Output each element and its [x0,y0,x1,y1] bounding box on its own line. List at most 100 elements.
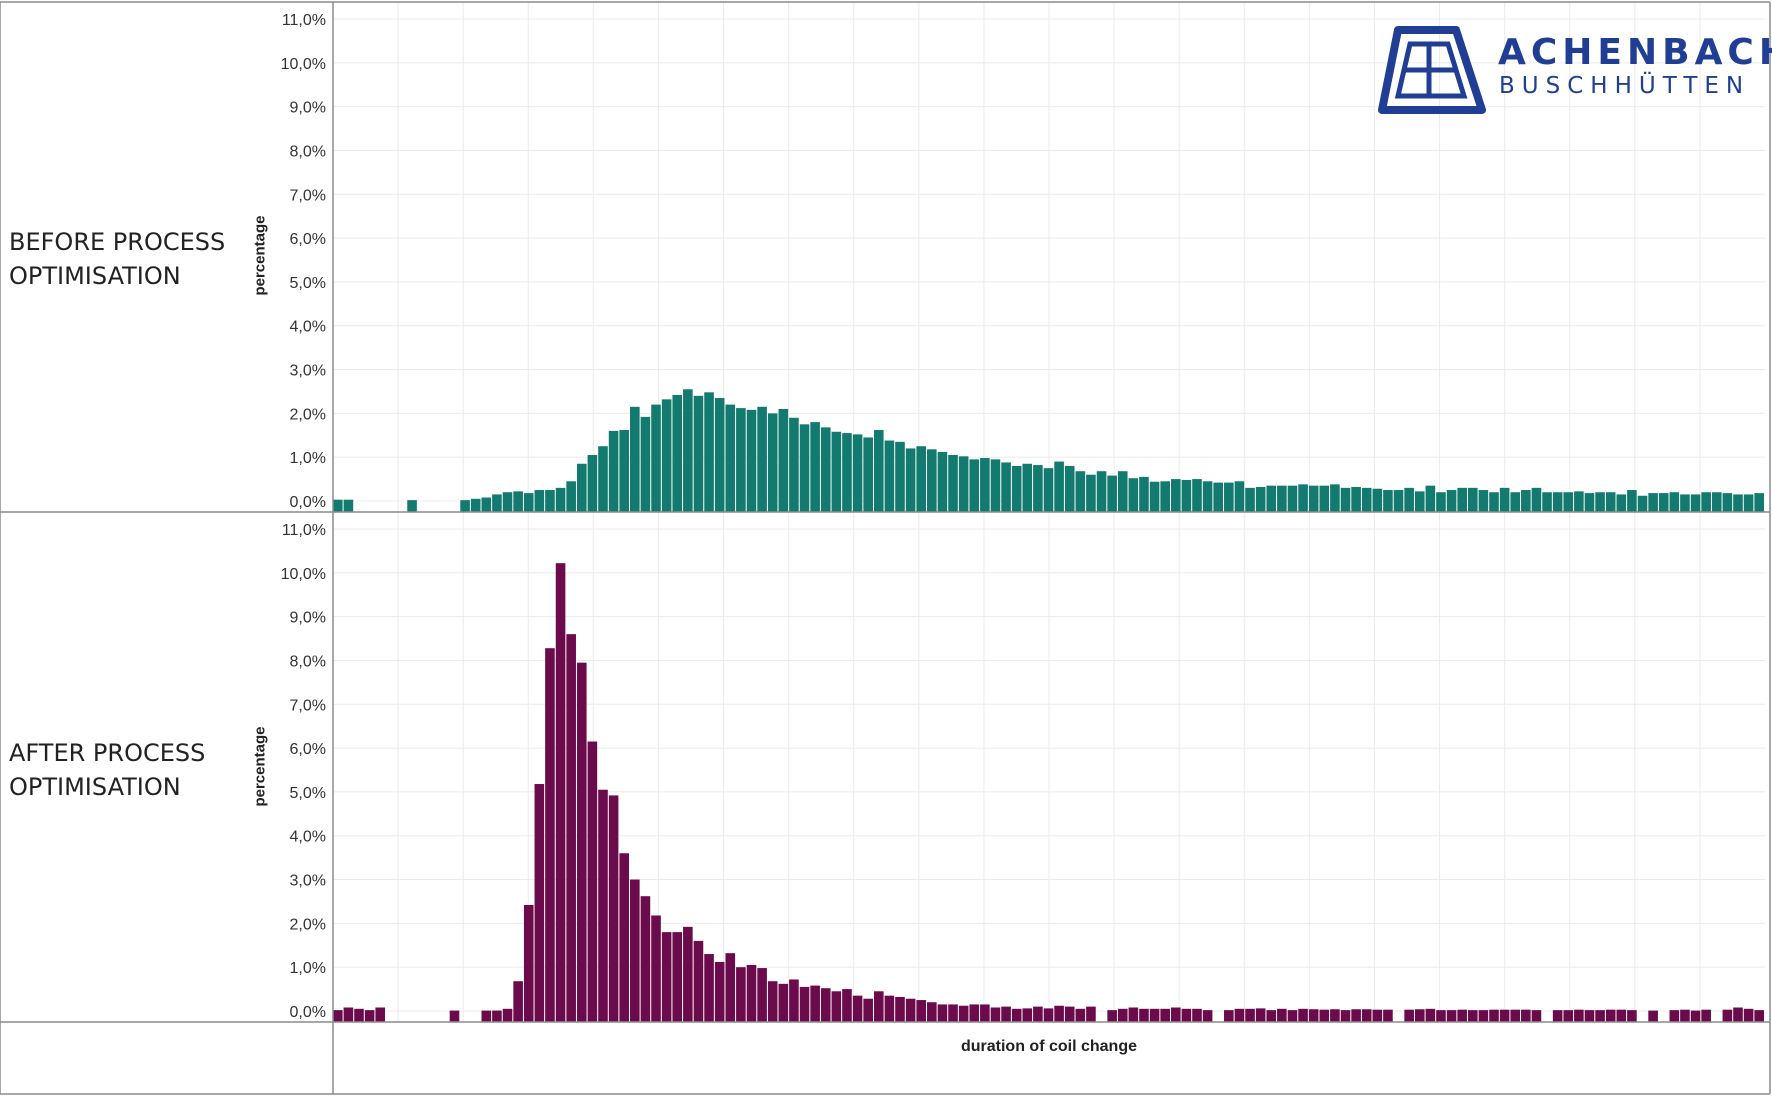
after-bar [492,1010,502,1022]
after-bar [1043,1008,1054,1022]
before-bar [1277,485,1287,512]
before-bar [1351,486,1361,512]
after-y-tick-label: 11,0% [282,522,326,539]
after-bar [354,1008,364,1022]
after-bar [1245,1008,1255,1022]
after-bar [1733,1007,1743,1022]
before-bar [927,449,937,512]
before-bar [492,494,502,512]
before-bar [1680,494,1690,512]
after-bar [1584,1010,1595,1022]
after-bar [746,964,757,1022]
before-bar [1743,494,1754,512]
before-bar [1595,492,1605,512]
after-bar [820,988,831,1022]
before-bar [1478,490,1489,512]
after-bar [789,979,799,1022]
before-bar [343,499,354,512]
after-bar [1595,1010,1605,1022]
after-panel-label: AFTER PROCESS OPTIMISATION [9,739,206,801]
before-bar [884,440,895,512]
before-bar [513,491,523,512]
after-bar [778,983,789,1022]
before-y-tick-label: 2,0% [290,406,326,423]
after-bar [1361,1009,1372,1022]
after-bar [884,995,895,1022]
before-bar [969,459,980,512]
before-bar [1531,487,1542,512]
before-bar [576,463,587,512]
after-bar [555,563,566,1022]
before-bar [1107,475,1117,512]
before-bar [714,398,725,512]
after-bar [1690,1010,1701,1022]
before-bar [566,481,576,512]
after-bar [1033,1006,1043,1022]
after-bar [1722,1009,1733,1022]
before-y-axis-title: percentage [251,215,269,296]
bars-layer [333,389,1764,1022]
after-bar [1627,1010,1637,1022]
after-bar [916,1000,927,1022]
before-bar [980,458,990,512]
after-bar [576,662,587,1022]
after-bar [513,981,523,1022]
before-bar [1627,490,1637,512]
before-bar [598,446,608,512]
before-bar [863,437,873,512]
before-bar [1563,492,1574,512]
before-bar [704,392,714,512]
after-bar [619,853,630,1022]
before-bar [1584,493,1595,512]
after-bar [1531,1010,1542,1022]
after-bar [1669,1010,1680,1022]
after-bar [969,1004,980,1022]
after-y-tick-label: 1,0% [290,960,326,977]
after-bar [449,1010,460,1022]
after-bar [927,1002,937,1022]
before-bar [990,459,1001,512]
before-panel-label: BEFORE PROCESS OPTIMISATION [9,228,226,290]
after-bar [1266,1010,1277,1022]
after-bar [1383,1009,1393,1022]
after-bar [1298,1008,1308,1022]
before-bar [757,406,767,512]
before-bar [1425,485,1436,512]
after-bar [1680,1009,1690,1022]
before-bar [1521,490,1531,512]
before-bar [958,456,969,512]
before-bar [651,404,661,512]
after-bar [799,986,810,1022]
before-bar [630,406,640,512]
before-bar [1616,494,1627,512]
before-bar [1372,488,1383,512]
after-bar [1022,1008,1033,1022]
after-bar [1372,1009,1383,1022]
after-bar [767,981,778,1022]
after-bar [661,932,672,1022]
after-bar [1489,1009,1499,1022]
before-y-tick-label: 8,0% [290,143,326,160]
after-y-tick-label: 0,0% [290,1004,326,1021]
before-bar [1361,487,1372,512]
before-bar [1192,479,1202,512]
after-bar [1499,1009,1510,1022]
after-bar [1616,1009,1627,1022]
after-bar [842,989,852,1022]
after-bar [1446,1010,1457,1022]
after-bar [1107,1010,1117,1022]
before-bar [916,446,927,512]
before-bar [683,389,693,512]
after-bar [1648,1010,1658,1022]
after-bar [937,1004,948,1022]
after-bar [714,961,725,1022]
before-bar [481,497,492,512]
before-bar [333,499,343,512]
after-bar [873,991,884,1022]
logo-name: ACHENBACH [1498,32,1772,73]
before-y-tick-label: 4,0% [290,319,326,336]
before-bar [1054,461,1064,512]
before-bar [831,431,842,512]
after-bar [1521,1009,1531,1022]
